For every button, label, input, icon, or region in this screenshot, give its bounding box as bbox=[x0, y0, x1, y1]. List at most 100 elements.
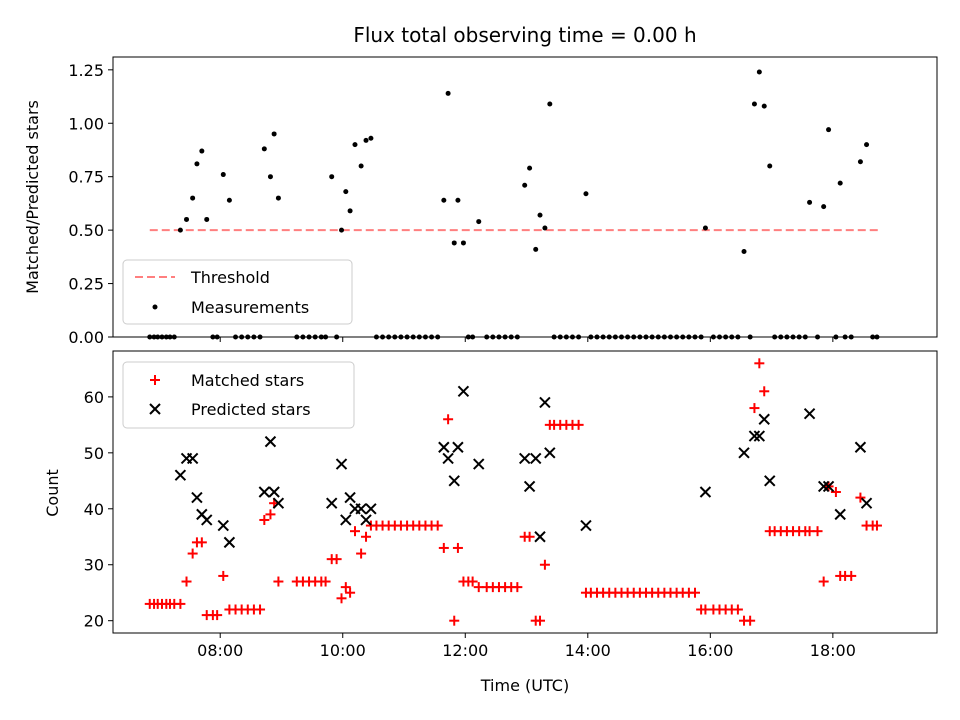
flux-ratio-axes-frame bbox=[112, 56, 938, 338]
predicted-star-point bbox=[264, 435, 277, 448]
predicted-star-point bbox=[738, 447, 750, 459]
legend-measurements-swatch bbox=[152, 304, 158, 310]
measurement-point bbox=[204, 216, 210, 222]
y-tick-label: 0.00 bbox=[68, 328, 104, 347]
measurement-point bbox=[702, 225, 708, 231]
star-count-ticks: 08:00 10:00 12:00 14:00 16:00 18:00 20 30 40 50 60 bbox=[84, 388, 856, 660]
legend-threshold-label: Threshold bbox=[190, 268, 270, 287]
measurement-point bbox=[547, 101, 553, 107]
x-axis-label: Time (UTC) bbox=[480, 676, 569, 695]
predicted-star-point bbox=[758, 413, 770, 425]
matched-star-point bbox=[212, 610, 223, 621]
measurement-point bbox=[537, 212, 543, 218]
measurement-point bbox=[451, 240, 457, 246]
measurement-point bbox=[190, 195, 196, 201]
predicted-star-point bbox=[258, 486, 271, 498]
measurement-point bbox=[445, 90, 451, 96]
predicted-star-point bbox=[580, 519, 592, 532]
matched-star-point bbox=[818, 576, 829, 587]
y-tick-label: 60 bbox=[84, 388, 104, 407]
predicted-star-point bbox=[523, 480, 536, 493]
matched-star-point bbox=[690, 587, 701, 598]
matched-star-point bbox=[830, 487, 841, 497]
matched-star-point bbox=[871, 520, 882, 531]
y-axis-label-ratio: Matched/Predicted stars bbox=[23, 100, 42, 294]
measurement-point bbox=[363, 137, 369, 143]
matched-star-point bbox=[273, 576, 284, 587]
x-tick-label: 18:00 bbox=[810, 641, 856, 660]
measurement-point bbox=[533, 246, 539, 252]
matched-star-point bbox=[759, 386, 770, 397]
measurement-point bbox=[199, 148, 205, 154]
matched-star-point bbox=[443, 414, 454, 425]
measurement-point bbox=[741, 249, 747, 255]
predicted-star-point bbox=[442, 452, 454, 465]
predicted-star-point bbox=[748, 430, 761, 442]
measurement-point bbox=[261, 146, 267, 152]
matched-star-point bbox=[265, 509, 276, 520]
measurement-point bbox=[339, 227, 345, 233]
x-tick-label: 12:00 bbox=[442, 641, 488, 660]
predicted-star-point bbox=[365, 503, 377, 515]
y-axis-label-count: Count bbox=[43, 469, 62, 517]
y-tick-label: 1.00 bbox=[68, 114, 104, 133]
predicted-star-point bbox=[518, 452, 531, 465]
measurement-point bbox=[761, 103, 767, 109]
predicted-star-point bbox=[272, 497, 285, 509]
matched-star-point bbox=[467, 576, 478, 587]
measurement-point bbox=[275, 195, 281, 201]
predicted-star-point bbox=[191, 491, 203, 504]
matched-star-point bbox=[175, 598, 186, 609]
measurement-point bbox=[821, 204, 827, 210]
matched-star-point bbox=[438, 542, 449, 553]
matched-star-point bbox=[181, 576, 192, 587]
predicted-star-point bbox=[457, 385, 470, 397]
predicted-star-point bbox=[539, 396, 551, 409]
measurement-point bbox=[837, 180, 843, 186]
predicted-star-point bbox=[544, 447, 556, 459]
measurement-point bbox=[267, 174, 273, 180]
predicted-star-point bbox=[268, 486, 280, 498]
matched-star-point bbox=[320, 576, 331, 587]
matched-star-point bbox=[218, 570, 229, 581]
matched-star-point bbox=[345, 587, 356, 598]
measurement-point bbox=[767, 163, 773, 169]
measurement-point bbox=[343, 189, 349, 195]
predicted-star-point bbox=[530, 452, 542, 465]
y-tick-label: 40 bbox=[84, 500, 104, 519]
measurement-point bbox=[751, 101, 757, 107]
matched-star-point bbox=[356, 548, 367, 559]
star-count-legend: Matched stars Predicted stars bbox=[122, 361, 355, 429]
predicted-star-point bbox=[803, 407, 816, 420]
predicted-star-point bbox=[473, 458, 485, 470]
predicted-star-point bbox=[764, 475, 776, 487]
measurement-point bbox=[476, 219, 482, 225]
measurement-point bbox=[542, 225, 548, 231]
matched-star-point bbox=[349, 526, 360, 537]
measurement-point bbox=[455, 197, 461, 203]
matched-star-point bbox=[340, 582, 351, 593]
y-tick-label: 20 bbox=[84, 612, 104, 631]
measurement-point bbox=[857, 159, 863, 165]
matched-star-point bbox=[732, 604, 743, 615]
legend-measurements-label: Measurements bbox=[191, 298, 309, 317]
legend-predicted-swatch bbox=[149, 403, 161, 415]
matched-star-point bbox=[573, 419, 584, 430]
matched-star-point bbox=[452, 542, 463, 553]
measurement-point bbox=[756, 69, 762, 75]
x-tick-label: 16:00 bbox=[687, 641, 733, 660]
measurement-point bbox=[826, 127, 832, 133]
measurement-point bbox=[184, 216, 190, 222]
predicted-star-point bbox=[753, 430, 766, 442]
predicted-star-point bbox=[344, 491, 356, 504]
matched-star-point bbox=[196, 537, 207, 548]
measurement-point bbox=[864, 142, 870, 148]
matched-star-point bbox=[361, 531, 372, 542]
predicted-star-point bbox=[186, 452, 199, 465]
legend-box bbox=[122, 259, 353, 325]
measurement-point bbox=[177, 227, 183, 233]
predicted-star-point bbox=[452, 441, 464, 453]
y-tick-label: 0.25 bbox=[68, 275, 104, 294]
legend-matched-swatch bbox=[150, 375, 160, 385]
matched-star-point bbox=[331, 554, 342, 565]
